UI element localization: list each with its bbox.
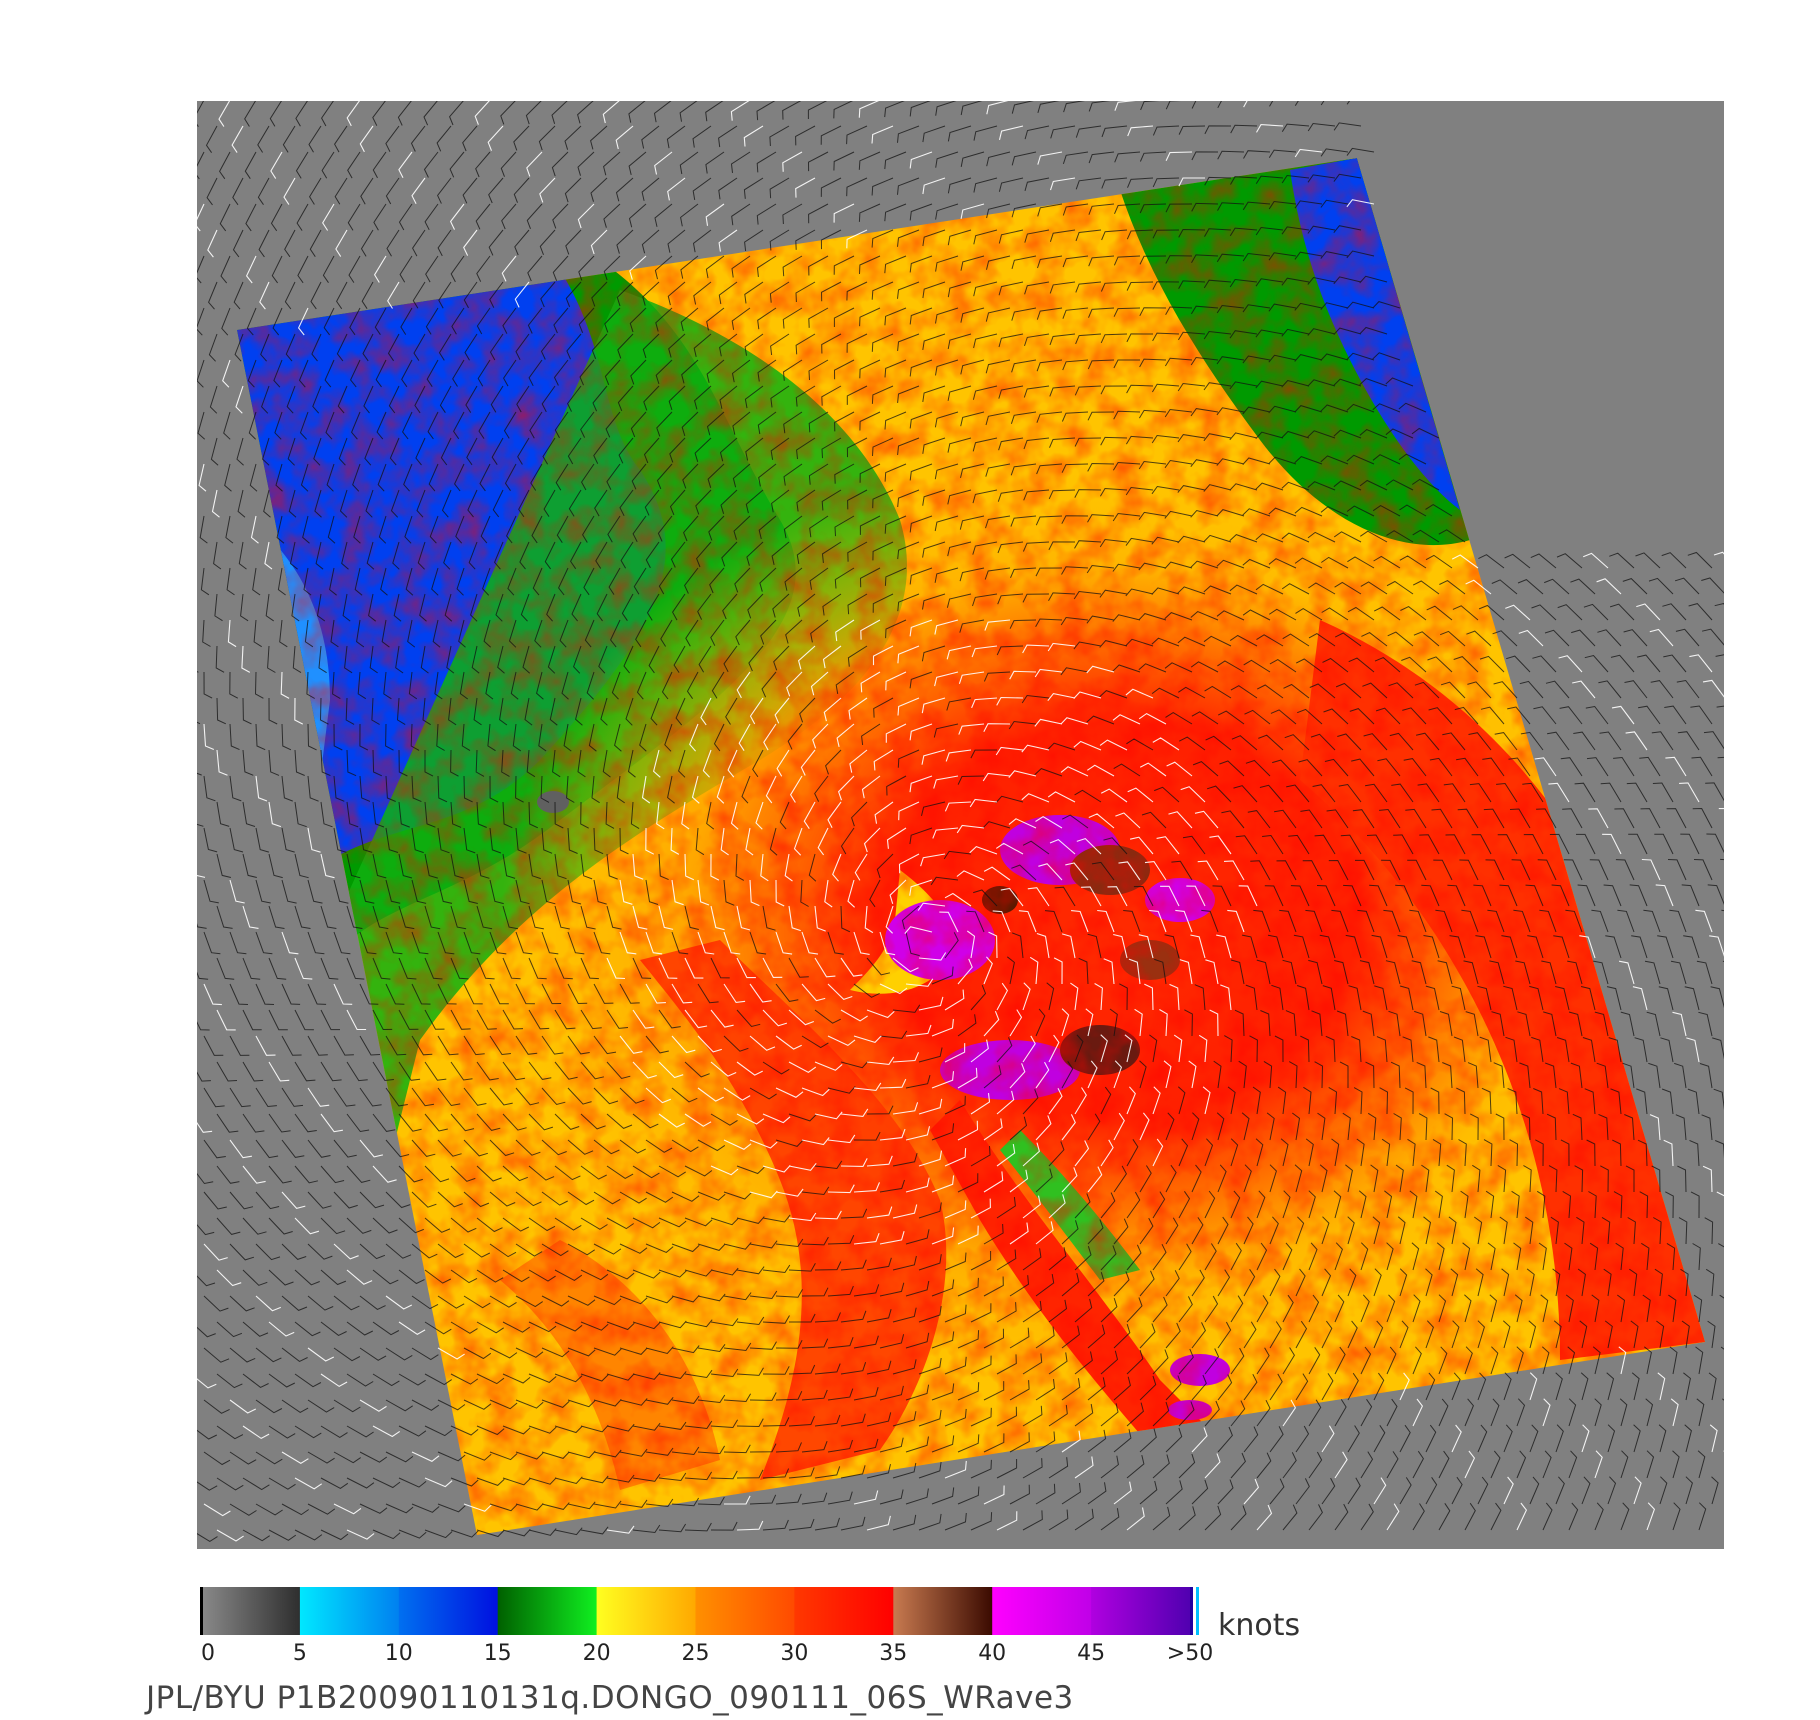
colorbar-tick-label: 35	[879, 1641, 907, 1666]
colorbar-end-stripe	[1193, 1587, 1196, 1635]
wind-barbs-layer	[197, 101, 1724, 1542]
colorbar-segment	[299, 1587, 400, 1635]
colorbar-segment	[1091, 1587, 1191, 1635]
colorbar-tick-label: 30	[780, 1641, 808, 1666]
colorbar-tick-label: 20	[583, 1641, 611, 1666]
island-patch	[537, 791, 569, 813]
colorbar-end-stripe	[1196, 1587, 1199, 1635]
colorbar-tick-label: 15	[484, 1641, 512, 1666]
colorbar-segment	[201, 1587, 301, 1635]
colorbar-segment	[695, 1587, 795, 1635]
colorbar-tick-label: 5	[293, 1641, 307, 1666]
colorbar-tick-label: 10	[385, 1641, 413, 1666]
wind-barbs-light	[197, 101, 1724, 1542]
colorbar-units-label: knots	[1218, 1608, 1300, 1643]
wind-barbs-dark	[197, 101, 1724, 1542]
colorbar-segment	[398, 1587, 499, 1635]
colorbar: 0 5 10 15 20 25 30 35 40 45 >50	[200, 1587, 1213, 1666]
colorbar-end-stripe	[1190, 1587, 1193, 1635]
colorbar-tick-label: 0	[201, 1641, 215, 1666]
colorbar-segment	[596, 1587, 696, 1635]
colorbar-segment	[893, 1587, 993, 1635]
figure-caption: JPL/BYU P1B20090110131q.DONGO_090111_06S…	[146, 1680, 1074, 1716]
colorbar-tick-label: 45	[1077, 1641, 1105, 1666]
colorbar-tick-label: >50	[1167, 1641, 1213, 1666]
colorbar-start-edge	[200, 1587, 203, 1635]
colorbar-segment	[497, 1587, 598, 1635]
colorbar-segment	[794, 1587, 894, 1635]
colorbar-tick-label: 25	[682, 1641, 710, 1666]
colorbar-tick-label: 40	[978, 1641, 1006, 1666]
colorbar-segment	[992, 1587, 1092, 1635]
